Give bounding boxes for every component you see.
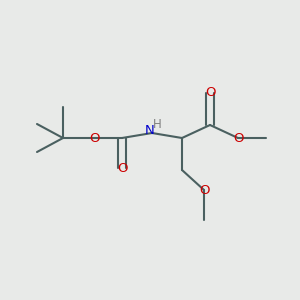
Text: O: O xyxy=(117,161,127,175)
Text: O: O xyxy=(233,131,243,145)
Text: O: O xyxy=(199,184,209,196)
Text: O: O xyxy=(90,131,100,145)
Text: H: H xyxy=(153,118,161,130)
Text: N: N xyxy=(145,124,155,137)
Text: O: O xyxy=(205,86,215,100)
